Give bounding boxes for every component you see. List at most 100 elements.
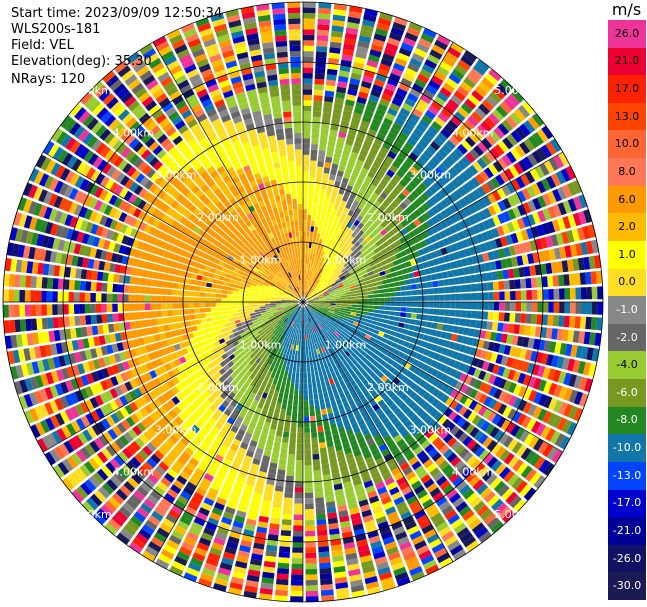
- range-gate: [357, 275, 364, 280]
- range-gate: [436, 272, 443, 280]
- range-gate: [74, 280, 81, 291]
- range-gate: [275, 302, 282, 304]
- range-gate: [521, 302, 527, 312]
- range-gate: [413, 325, 421, 332]
- range-gate: [517, 399, 528, 412]
- range-gate: [324, 90, 335, 97]
- range-gate: [429, 266, 437, 274]
- range-gate: [483, 384, 493, 395]
- range-gate: [465, 310, 472, 319]
- range-gate: [151, 318, 158, 326]
- range-gate: [478, 381, 488, 392]
- range-gate: [139, 295, 145, 302]
- range-gate: [335, 253, 341, 260]
- range-gate: [183, 284, 190, 290]
- range-gate: [357, 40, 370, 49]
- range-gate: [239, 315, 245, 319]
- range-gate: [508, 245, 516, 256]
- range-gate: [439, 404, 449, 414]
- range-gate: [309, 310, 314, 315]
- range-gate: [347, 235, 354, 243]
- range-gate: [478, 433, 489, 445]
- range-gate: [303, 400, 309, 406]
- range-gate: [461, 293, 467, 301]
- range-gate: [529, 265, 536, 276]
- range-gate: [161, 310, 168, 317]
- range-gate: [322, 290, 329, 294]
- range-gate: [510, 302, 516, 312]
- range-gate: [190, 320, 197, 326]
- range-gate: [297, 416, 303, 422]
- range-gate: [354, 283, 361, 288]
- range-gate: [329, 296, 336, 299]
- range-gate: [471, 302, 478, 310]
- range-gate: [331, 118, 340, 126]
- range-gate: [228, 317, 235, 322]
- range-gate: [373, 375, 381, 383]
- range-gate: [341, 279, 348, 284]
- range-gate: [459, 276, 466, 284]
- range-gate: [403, 419, 413, 429]
- range-gate: [382, 141, 392, 150]
- range-gate: [546, 446, 559, 461]
- range-gate: [308, 281, 312, 287]
- range-gate: [311, 377, 316, 384]
- range-gate: [378, 127, 389, 136]
- range-gate: [325, 79, 336, 87]
- range-gate: [362, 273, 369, 278]
- range-gate: [315, 56, 327, 64]
- range-gate: [365, 229, 372, 236]
- range-gate: [338, 235, 344, 243]
- range-gate: [334, 147, 343, 155]
- range-gate: [466, 293, 473, 301]
- range-gate: [312, 116, 321, 123]
- range-gate: [237, 295, 244, 299]
- range-gate: [348, 269, 355, 275]
- range-gate: [308, 304, 314, 307]
- range-gate: [363, 70, 375, 79]
- range-gate: [315, 182, 321, 189]
- range-gate: [597, 286, 603, 300]
- range-gate: [295, 481, 303, 488]
- range-gate: [456, 334, 464, 343]
- range-gate: [303, 187, 308, 193]
- range-gate: [309, 231, 314, 238]
- range-gate: [140, 277, 147, 286]
- range-gate: [308, 270, 312, 276]
- range-gate: [321, 178, 328, 185]
- range-gate: [463, 206, 473, 217]
- range-gate: [489, 147, 501, 160]
- range-gate: [487, 251, 495, 261]
- range-gate: [386, 169, 395, 178]
- range-gate: [339, 257, 345, 264]
- range-gate: [376, 335, 383, 341]
- range-gate: [379, 306, 385, 310]
- range-gate: [590, 271, 597, 285]
- range-gate: [320, 284, 325, 289]
- range-gate: [436, 65, 450, 77]
- range-gate: [313, 303, 320, 305]
- range-gate: [527, 253, 535, 264]
- range-gate: [430, 140, 441, 151]
- range-gate: [304, 421, 310, 428]
- range-gate: [329, 47, 341, 54]
- range-gate: [295, 345, 299, 351]
- range-gate: [332, 238, 338, 245]
- range-gate: [556, 417, 568, 431]
- range-gate: [330, 300, 336, 302]
- range-gate: [319, 275, 324, 281]
- range-gate: [377, 313, 384, 319]
- range-gate: [112, 283, 119, 293]
- range-gate: [366, 283, 373, 288]
- range-gate: [396, 169, 405, 179]
- range-gate: [409, 259, 417, 266]
- range-gate: [420, 355, 428, 363]
- range-gate: [516, 359, 525, 371]
- range-gate: [360, 80, 372, 89]
- range-gate: [431, 452, 442, 462]
- range-gate: [377, 371, 385, 379]
- range-gate: [471, 90, 484, 102]
- range-gate: [414, 465, 425, 475]
- range-gate: [455, 175, 466, 186]
- range-gate: [343, 344, 350, 351]
